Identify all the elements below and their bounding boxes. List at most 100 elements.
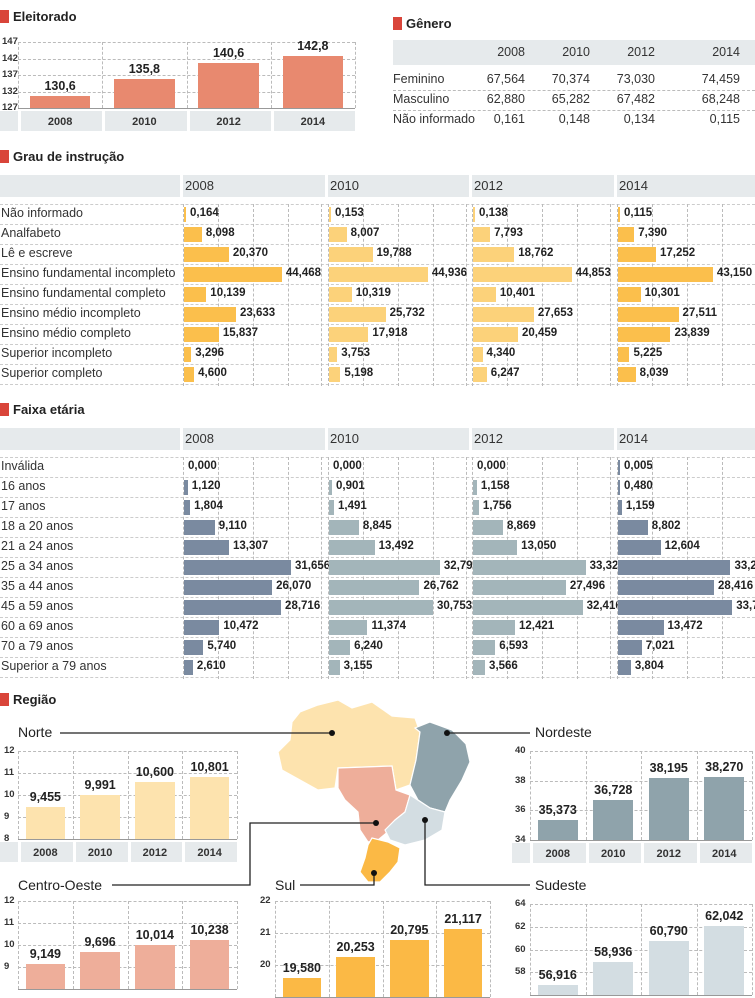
bar [184,327,219,342]
row-label: 16 anos [1,479,46,493]
bar [25,806,66,839]
bar-value-label: 10,472 [223,620,259,632]
bar-value-label: 44,853 [575,267,611,279]
x-tick-label: 2010 [601,848,626,860]
bar-value-label: 13,492 [378,540,414,552]
column-gridline [722,204,723,386]
row-divider [0,324,755,325]
column-gridline [321,457,322,679]
bar [618,347,630,362]
bar [618,580,715,595]
bar-value-label: 10,301 [644,287,680,299]
section-label: Região [13,692,57,707]
bar-value-label: 9,696 [84,934,116,949]
section-marker-icon [0,403,9,416]
bar-value-label: 35,373 [538,802,577,817]
x-tick-label: 2008 [47,116,73,128]
bar-value-label: 62,042 [705,909,744,924]
bar-value-label: 19,788 [376,247,412,259]
leader-lines [60,732,530,886]
baseline [18,108,355,109]
bar-value-label: 10,238 [190,922,229,937]
genero-cell: 73,030 [616,72,655,86]
row-divider [0,537,755,538]
column-gridline [288,204,289,386]
bar-value-label: 27,496 [569,580,606,592]
bar [618,367,636,382]
bar [329,480,333,495]
table-header-band [0,175,755,197]
row-label: Superior incompleto [1,346,113,360]
bar [473,640,496,655]
bar-value-label: 30,753 [436,600,473,612]
bar-value-label: 8,007 [350,227,380,239]
bar-value-label: 20,253 [336,939,375,954]
bar-value-label: 38,270 [705,759,744,774]
bar [184,207,186,222]
section-label: Eleitorado [13,9,77,24]
row-divider [0,557,755,558]
row-divider [0,244,755,245]
bar [184,287,207,302]
bar [618,327,671,342]
bar-value-label: 1,491 [338,500,367,512]
y-tick-label: 62 [515,920,526,932]
row-divider [393,90,755,91]
row-divider [0,597,755,598]
bar [184,227,202,242]
bar-value-label: 2,610 [196,660,226,672]
section-marker-icon [0,10,9,23]
bar [473,520,503,535]
bar-value-label: 7,390 [638,227,668,239]
x-band-separator [530,843,533,863]
row-divider [0,284,755,285]
x-tick-label: 2014 [712,848,737,860]
row-divider [0,204,755,205]
row-label: 21 a 24 anos [1,539,74,553]
row-label: Ensino médio completo [1,326,131,340]
bar [473,620,515,635]
column-divider [182,901,184,989]
leader-line-sul [300,873,375,886]
column-year-header: 2012 [474,431,503,446]
bar [473,480,477,495]
x-tick-label: 2012 [216,116,241,128]
x-axis-band [0,111,355,131]
bar [329,600,433,615]
row-label: Ensino fundamental incompleto [1,266,176,280]
row-divider [0,344,755,345]
row-label: Superior completo [1,366,103,380]
region-label-sul: Sul [275,877,296,893]
bar [618,287,641,302]
bar-value-label: 21,117 [444,912,482,927]
x-tick-label: 2012 [656,848,681,860]
section-title-eleitorado: Eleitorado [0,9,77,24]
column-year-header: 2014 [619,431,648,446]
row-label: 18 a 20 anos [1,519,74,533]
bar-value-label: 32,416 [586,600,622,612]
section-marker-icon [393,17,402,30]
bar-value-label: 9,455 [29,789,61,804]
x-tick-label: 2014 [300,116,326,128]
column-divider [752,904,753,995]
bar-value-label: 130,6 [44,79,76,94]
column-divider [275,901,276,997]
y-tick-label: 58 [515,966,526,978]
bar-value-label: 36,728 [594,782,633,797]
y-tick-label: 38 [515,774,526,786]
bar-value-label: 20,459 [522,327,558,339]
bar-value-label: 3,804 [634,660,664,672]
column-gridline [652,204,653,386]
section-title-regiao: Região [0,692,56,707]
pin-nordeste [444,730,450,736]
bar [473,327,518,342]
bar-value-label: 140,6 [212,46,245,61]
column-gridline [433,204,434,386]
bar [537,819,578,840]
bar [473,660,486,675]
column-divider [585,904,587,995]
row-label: 35 a 44 anos [1,579,74,593]
bar-value-label: 7,793 [494,227,523,239]
bar [329,267,428,282]
